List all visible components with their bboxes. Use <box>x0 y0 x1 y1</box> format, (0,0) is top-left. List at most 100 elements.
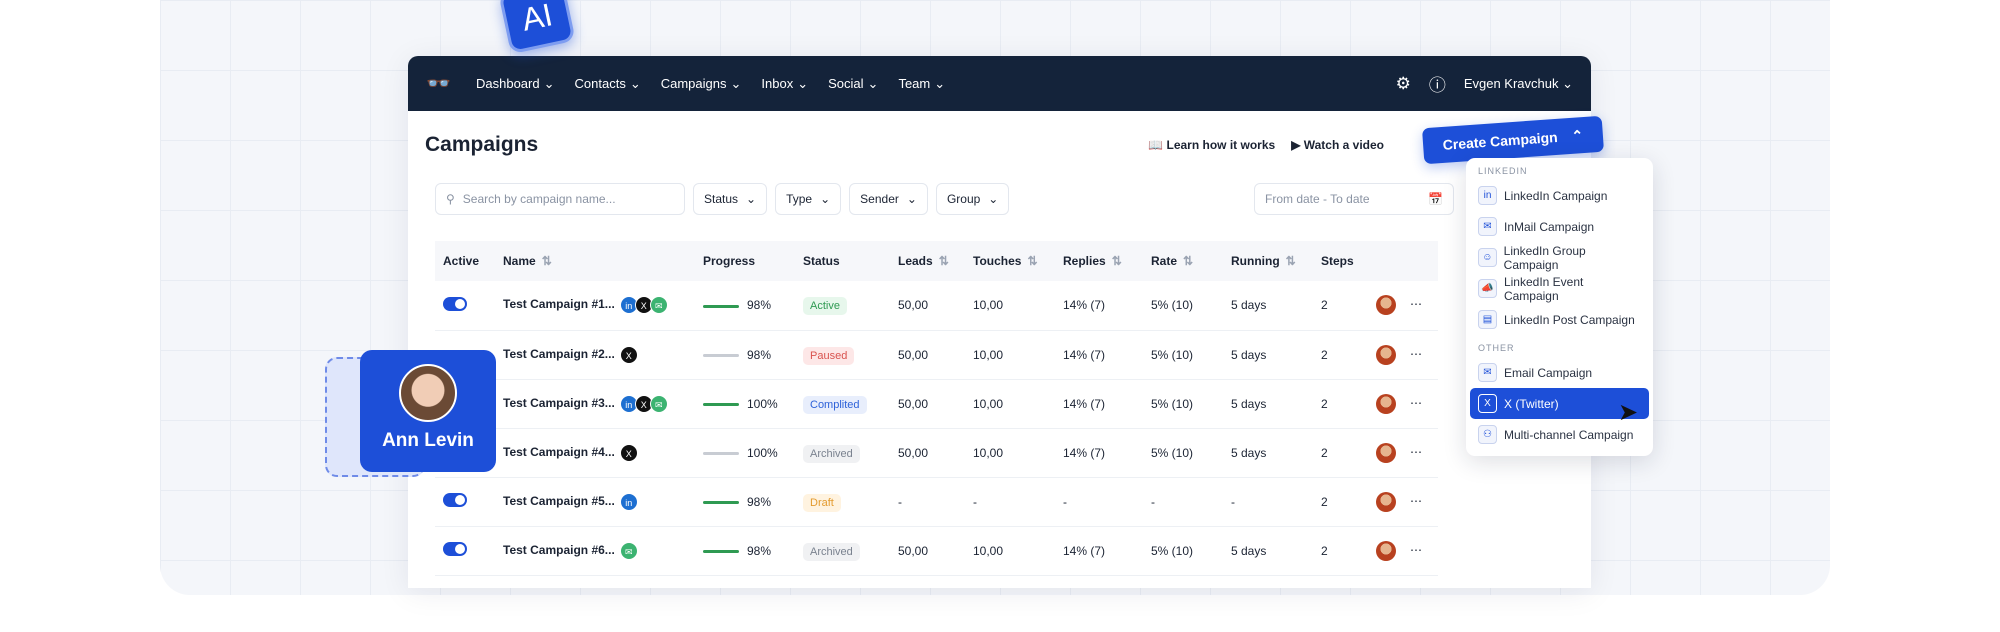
replies-value: 14% (7) <box>1063 543 1106 558</box>
date-placeholder: From date - To date <box>1265 192 1370 206</box>
menu-section-linkedin: LINKEDIN <box>1478 166 1528 176</box>
column-header[interactable]: Touches ⇅ <box>965 241 1055 281</box>
menu-item-icon: ⚇ <box>1478 425 1497 444</box>
nav-item-label: Contacts <box>574 76 626 91</box>
chevron-down-icon: ⌄ <box>543 75 555 91</box>
campaign-name[interactable]: Test Campaign #4... <box>503 444 615 459</box>
menu-item-email-campaign[interactable]: ✉ Email Campaign <box>1470 357 1649 388</box>
linkedin-icon: in <box>619 296 638 315</box>
progress-value: 98% <box>747 543 772 558</box>
leads-value: 50,00 <box>898 347 929 362</box>
x-icon: X <box>619 443 638 462</box>
table-row[interactable]: Test Campaign #5... in 98% Draft - - - - - 2 ⋯ <box>435 477 1438 527</box>
menu-item-linkedin-campaign[interactable]: in LinkedIn Campaign <box>1470 180 1649 211</box>
column-header[interactable]: Leads ⇅ <box>890 241 965 281</box>
column-header[interactable]: Steps <box>1313 241 1368 281</box>
sender-avatar <box>1376 540 1396 561</box>
user-menu[interactable]: Evgen Kravchuk ⌄ <box>1463 75 1573 91</box>
column-header[interactable]: Progress <box>695 241 795 281</box>
steps-value: 2 <box>1321 347 1328 362</box>
replies-value: 14% (7) <box>1063 445 1106 460</box>
column-header[interactable]: Active <box>435 241 495 281</box>
progress-value: 100% <box>747 396 778 411</box>
nav-item-social[interactable]: Social ⌄ <box>828 76 878 92</box>
sender-filter[interactable]: Sender ⌄ <box>849 183 928 215</box>
menu-item-linkedin-group-campaign[interactable]: ☺ LinkedIn Group Campaign <box>1470 242 1649 273</box>
progress-bar <box>703 549 739 553</box>
menu-item-linkedin-post-campaign[interactable]: ▤ LinkedIn Post Campaign <box>1470 304 1649 335</box>
user-name: Evgen Kravchuk <box>1463 75 1559 91</box>
help-icon[interactable]: ⓘ <box>1428 76 1446 95</box>
active-toggle[interactable] <box>443 542 467 556</box>
email-icon: ✉ <box>649 394 668 413</box>
active-toggle[interactable] <box>443 493 467 507</box>
nav-item-dashboard[interactable]: Dashboard ⌄ <box>476 76 555 92</box>
campaign-name[interactable]: Test Campaign #6... <box>503 542 615 557</box>
column-header-label: Progress <box>703 254 756 268</box>
column-header[interactable]: Name ⇅ <box>495 241 695 281</box>
chevron-down-icon: ⌄ <box>867 75 879 91</box>
menu-item-x-twitter[interactable]: X X (Twitter) <box>1470 388 1649 419</box>
menu-item-multi-channel-campaign[interactable]: ⚇ Multi-channel Campaign <box>1470 419 1649 450</box>
calendar-icon: 📅 <box>1428 192 1443 206</box>
more-icon[interactable]: ⋯ <box>1410 493 1422 508</box>
video-label: Watch a video <box>1303 138 1384 152</box>
status-filter-label: Status <box>704 192 739 206</box>
campaign-name[interactable]: Test Campaign #3... <box>503 395 615 410</box>
nav-item-campaigns[interactable]: Campaigns ⌄ <box>661 76 742 92</box>
replies-value: - <box>1063 494 1067 509</box>
mouse-cursor-icon: ➤ <box>1618 399 1639 426</box>
table-row[interactable]: Test Campaign #3... in X ✉ 100% Complited 50,0… <box>435 379 1438 429</box>
touches-value: 10,00 <box>973 298 1004 313</box>
status-badge: Archived <box>803 444 860 463</box>
learn-link[interactable]: 📖 Learn how it works <box>1148 138 1276 152</box>
menu-item-linkedin-event-campaign[interactable]: 📣 LinkedIn Event Campaign <box>1470 273 1649 304</box>
column-header[interactable]: Running ⇅ <box>1223 241 1313 281</box>
status-badge: Paused <box>803 346 855 365</box>
search-placeholder: Search by campaign name... <box>462 192 616 206</box>
progress-value: 98% <box>747 347 772 362</box>
status-filter[interactable]: Status ⌄ <box>693 183 768 215</box>
column-header-label: Name <box>503 254 536 268</box>
column-header-label: Rate <box>1151 254 1178 268</box>
running-value: 5 days <box>1231 396 1267 411</box>
table-row[interactable]: Test Campaign #4... X 100% Archived 50,00 10,… <box>435 428 1438 478</box>
user-card[interactable]: Ann Levin <box>360 350 496 472</box>
table-row[interactable]: Test Campaign #1... in X ✉ 98% Active 50,00 10,… <box>435 281 1438 331</box>
sender-avatar <box>1376 393 1396 414</box>
sort-icon: ⇅ <box>1183 254 1194 268</box>
campaign-name[interactable]: Test Campaign #2... <box>503 346 615 361</box>
nav-item-label: Team <box>898 76 931 91</box>
more-icon[interactable]: ⋯ <box>1410 444 1422 459</box>
menu-section-other: OTHER <box>1478 343 1515 353</box>
search-input[interactable]: ⚲ Search by campaign name... <box>435 183 685 215</box>
campaign-name[interactable]: Test Campaign #1... <box>503 297 615 312</box>
nav-item-team[interactable]: Team ⌄ <box>898 76 945 92</box>
type-filter[interactable]: Type ⌄ <box>775 183 842 215</box>
nav-item-contacts[interactable]: Contacts ⌄ <box>575 76 641 92</box>
learn-label: Learn how it works <box>1166 138 1276 152</box>
more-icon[interactable]: ⋯ <box>1410 297 1422 312</box>
more-icon[interactable]: ⋯ <box>1410 395 1422 410</box>
video-link[interactable]: ▶ Watch a video <box>1291 138 1384 152</box>
more-icon[interactable]: ⋯ <box>1410 346 1422 361</box>
steps-value: 2 <box>1321 298 1328 313</box>
date-range-input[interactable]: From date - To date 📅 <box>1254 183 1454 215</box>
chevron-down-icon: ⌄ <box>797 75 809 91</box>
gear-icon[interactable]: ⚙ <box>1395 73 1411 93</box>
more-icon[interactable]: ⋯ <box>1410 542 1422 557</box>
column-header[interactable]: Rate ⇅ <box>1143 241 1223 281</box>
sort-icon: ⇅ <box>938 254 949 268</box>
group-filter[interactable]: Group ⌄ <box>935 183 1010 215</box>
campaign-name[interactable]: Test Campaign #5... <box>503 493 615 508</box>
table-row[interactable]: Test Campaign #2... X 98% Paused 50,00 10,00 1… <box>435 330 1438 380</box>
menu-item-label: Email Campaign <box>1504 365 1593 380</box>
menu-item-inmail-campaign[interactable]: ✉ InMail Campaign <box>1470 211 1649 242</box>
column-header[interactable]: Status <box>795 241 890 281</box>
nav-item-inbox[interactable]: Inbox ⌄ <box>761 76 808 92</box>
active-toggle[interactable] <box>443 296 467 311</box>
table-row[interactable]: Test Campaign #6... ✉ 98% Archived 50,00 10,0… <box>435 526 1438 576</box>
sender-avatar <box>1376 491 1396 512</box>
column-header[interactable]: Replies ⇅ <box>1055 241 1143 281</box>
rate-value: - <box>1151 494 1155 509</box>
